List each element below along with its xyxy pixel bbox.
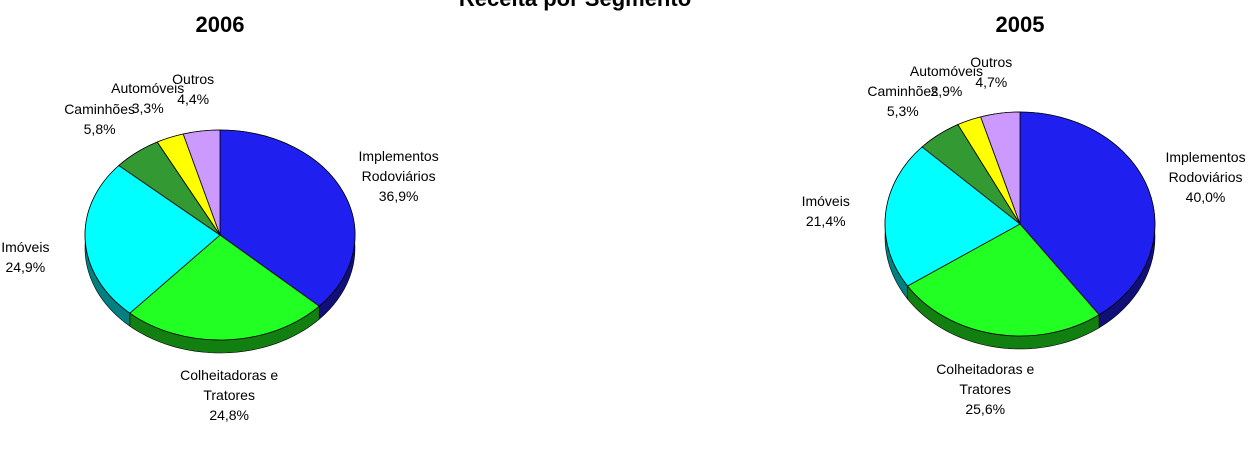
slice: [219, 129, 356, 307]
slice: [1019, 111, 1156, 316]
value-label: 4,7%: [975, 73, 1008, 90]
slice-label: Colheitadoras e Tratores 24,8%: [169, 365, 289, 425]
value-label: 5,3%: [886, 102, 919, 119]
slice: [980, 111, 1021, 225]
category-label: Colheitadoras e Tratores: [180, 366, 279, 403]
category-label: Caminhões: [867, 82, 939, 99]
slice-label: Imóveis 21,4%: [766, 191, 886, 231]
category-label: Implementos Rodoviários: [1165, 148, 1246, 185]
value-label: 3,3%: [131, 100, 164, 117]
slice-label: Implementos Rodoviários 36,9%: [339, 146, 459, 206]
category-label: Automóveis: [909, 63, 984, 80]
value-label: 24,9%: [5, 258, 46, 275]
value-label: 5,8%: [83, 121, 116, 138]
value-label: 24,8%: [209, 406, 250, 423]
pie-title: 2006: [195, 12, 245, 37]
value-label: 25,6%: [965, 400, 1006, 417]
category-label: Imóveis: [1, 238, 50, 255]
category-label: Caminhões: [64, 101, 136, 118]
value-label: 4,4%: [177, 91, 210, 108]
slice-label: Automóveis 3,3%: [88, 78, 208, 118]
slice-label: Colheitadoras e Tratores 25,6%: [925, 359, 1045, 419]
slice: [906, 223, 1100, 337]
slice-label: Imóveis 24,9%: [0, 237, 85, 277]
slice-label: Caminhões 5,8%: [40, 99, 160, 139]
value-label: 40,0%: [1185, 188, 1226, 205]
value-label: 21,4%: [805, 212, 846, 229]
slice: [129, 234, 320, 341]
value-label: 36,9%: [378, 188, 419, 205]
value-label: 2,9%: [930, 83, 963, 100]
slice: [182, 129, 221, 236]
slice-label: Outros 4,7%: [931, 52, 1051, 92]
category-label: Outros: [970, 53, 1013, 70]
slice-label: Caminhões 5,3%: [843, 81, 963, 121]
pie-title: 2005: [995, 12, 1045, 37]
category-label: Automóveis: [111, 80, 185, 97]
category-label: Outros: [172, 71, 215, 88]
slice-label: Automóveis 2,9%: [886, 61, 1006, 101]
category-label: Imóveis: [801, 192, 850, 209]
slice-label: Outros 4,4%: [133, 69, 253, 109]
slice: [884, 146, 1021, 287]
main-title: Receita por Segmento: [459, 0, 691, 12]
slice: [84, 164, 221, 314]
slice-label: Implementos Rodoviários 40,0%: [1146, 147, 1257, 207]
category-label: Colheitadoras e Tratores: [936, 360, 1035, 397]
category-label: Implementos Rodoviários: [358, 148, 439, 185]
